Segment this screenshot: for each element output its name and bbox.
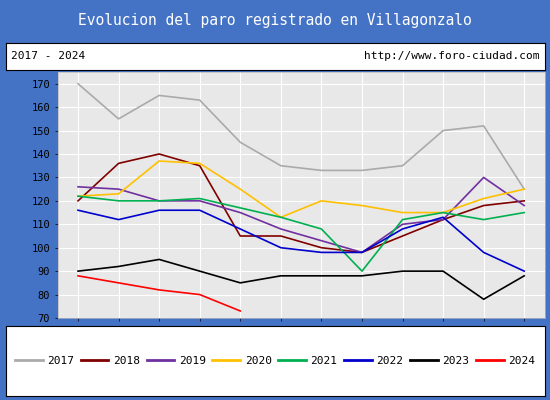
Text: 2017 - 2024: 2017 - 2024 <box>11 51 85 61</box>
Text: http://www.foro-ciudad.com: http://www.foro-ciudad.com <box>364 51 539 61</box>
Text: Evolucion del paro registrado en Villagonzalo: Evolucion del paro registrado en Villago… <box>78 14 472 28</box>
Legend: 2017, 2018, 2019, 2020, 2021, 2022, 2023, 2024: 2017, 2018, 2019, 2020, 2021, 2022, 2023… <box>10 352 540 370</box>
